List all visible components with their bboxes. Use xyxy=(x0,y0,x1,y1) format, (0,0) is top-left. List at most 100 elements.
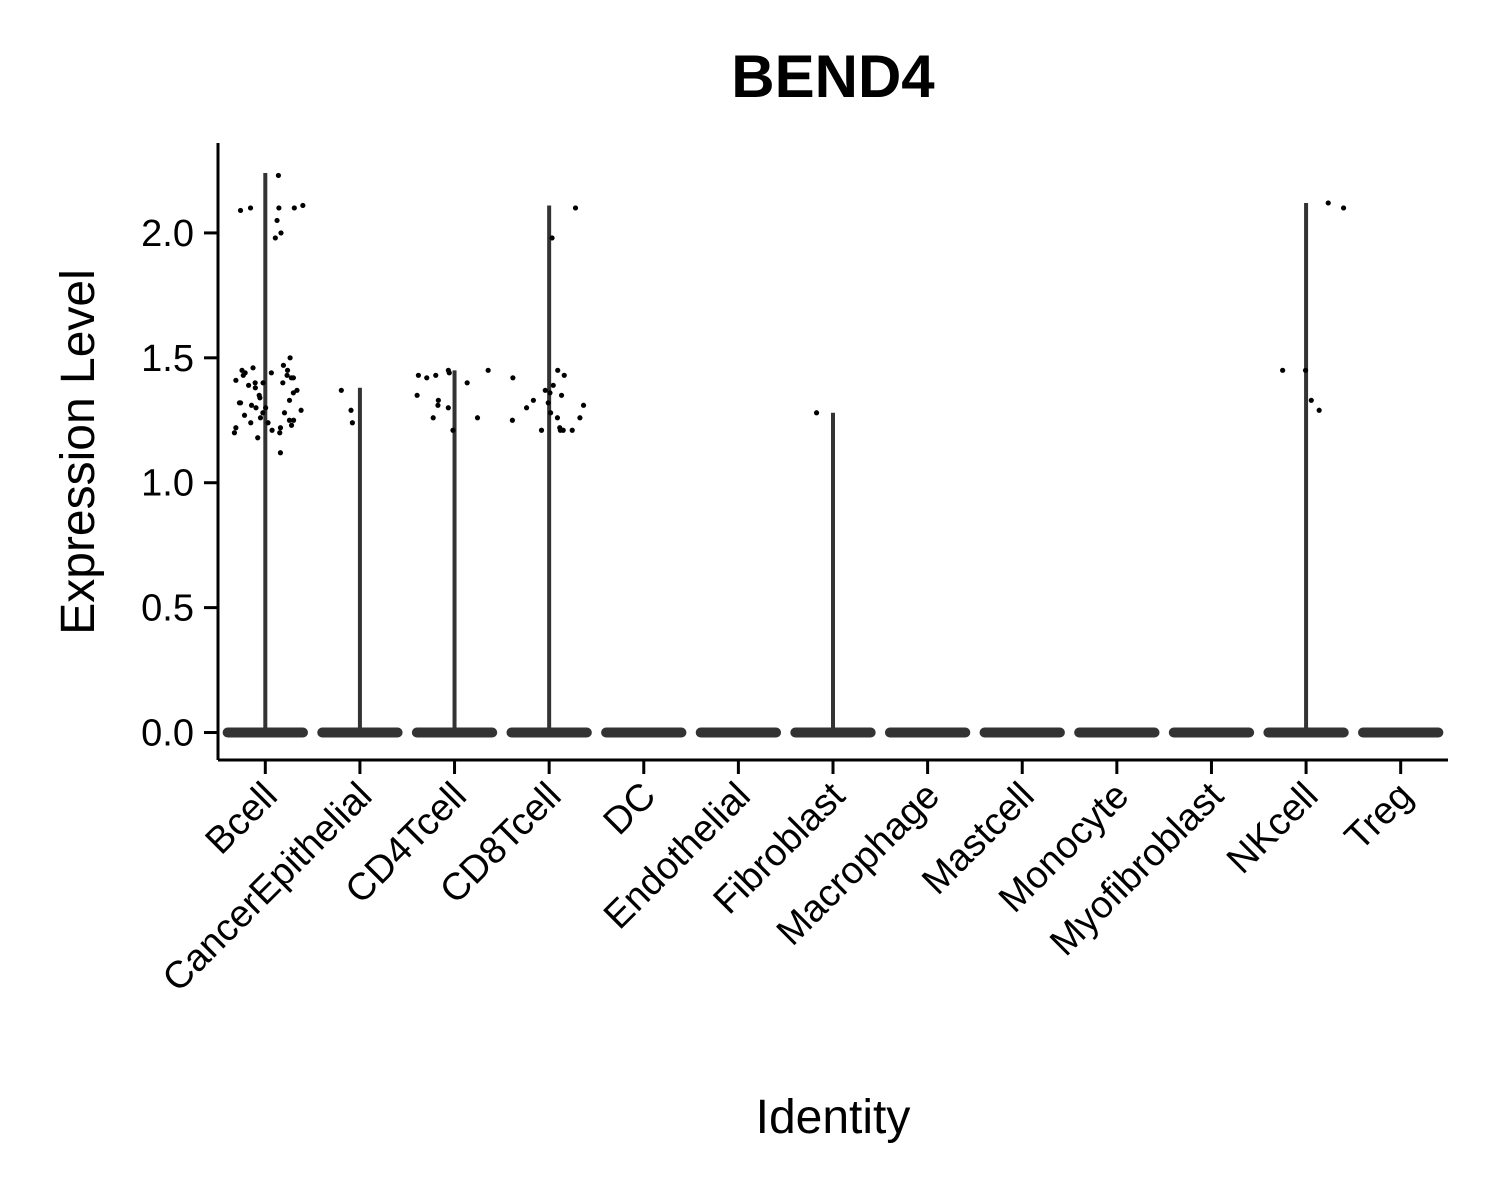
data-point xyxy=(263,405,269,411)
data-point xyxy=(509,417,515,423)
data-point xyxy=(569,427,575,433)
data-point xyxy=(246,382,252,388)
data-point xyxy=(252,385,258,391)
data-point xyxy=(287,355,293,361)
violin-base-endothelial xyxy=(695,727,782,738)
data-point xyxy=(248,402,255,408)
data-point xyxy=(236,400,243,406)
data-point xyxy=(280,362,287,368)
data-point xyxy=(549,235,555,241)
x-tick-label-bcell: Bcell xyxy=(198,775,286,863)
data-point xyxy=(269,427,275,433)
data-point xyxy=(485,367,491,373)
data-point xyxy=(277,425,284,431)
data-point xyxy=(268,370,274,376)
data-point xyxy=(278,230,284,236)
violin-base-treg xyxy=(1358,727,1444,738)
x-tick-label-dc: DC xyxy=(596,775,665,844)
data-point xyxy=(286,417,293,423)
data-point xyxy=(280,380,286,386)
data-point xyxy=(231,430,238,436)
data-point xyxy=(257,395,263,401)
violin-base-dc xyxy=(601,727,687,738)
data-point xyxy=(424,375,430,381)
data-point xyxy=(272,235,278,241)
data-point xyxy=(474,415,481,421)
data-point xyxy=(548,410,554,416)
data-point xyxy=(294,387,300,393)
data-point xyxy=(1316,407,1322,413)
data-point xyxy=(250,365,256,371)
jitter-points xyxy=(231,172,1347,456)
data-point xyxy=(446,370,452,376)
y-tick-label: 0.0 xyxy=(141,713,194,755)
data-point xyxy=(415,372,422,378)
data-point xyxy=(349,420,355,426)
data-point xyxy=(275,172,282,179)
data-point xyxy=(1325,200,1331,206)
data-point xyxy=(290,390,296,396)
data-point xyxy=(435,402,441,408)
violin-base-mastcell xyxy=(979,727,1065,738)
data-point xyxy=(542,387,548,393)
data-point xyxy=(248,420,254,426)
data-point xyxy=(265,420,271,426)
data-point xyxy=(241,412,248,418)
x-tick-label-nkcell: NKcell xyxy=(1219,775,1326,882)
data-point xyxy=(260,380,266,386)
data-point xyxy=(1308,397,1314,403)
data-point xyxy=(558,392,565,398)
data-point xyxy=(290,417,297,423)
data-point xyxy=(240,372,246,378)
y-axis: 0.0 0.5 1.0 1.5 2.0 xyxy=(141,143,220,760)
data-point xyxy=(580,402,587,408)
data-point xyxy=(233,377,239,383)
data-point xyxy=(450,427,456,433)
data-point xyxy=(577,415,583,421)
x-tick-label-treg: Treg xyxy=(1337,775,1421,859)
data-point xyxy=(237,207,244,214)
data-point xyxy=(253,405,259,411)
data-point xyxy=(284,367,291,373)
violins xyxy=(222,172,1444,738)
data-point xyxy=(813,410,820,416)
data-point xyxy=(276,205,282,211)
data-point xyxy=(284,372,290,378)
data-point xyxy=(554,415,561,421)
data-point xyxy=(435,397,441,403)
data-point xyxy=(1280,367,1286,373)
data-point xyxy=(1340,205,1347,211)
y-tick-label: 2.0 xyxy=(141,213,194,255)
data-point xyxy=(298,407,304,413)
y-tick-label: 0.5 xyxy=(141,588,194,630)
data-point xyxy=(277,430,283,436)
data-point xyxy=(260,410,266,416)
data-point xyxy=(560,427,566,433)
data-point xyxy=(433,372,439,378)
data-point xyxy=(572,205,579,211)
data-point xyxy=(300,202,306,209)
data-point xyxy=(561,372,567,378)
data-point xyxy=(348,407,354,413)
x-axis-title: Identity xyxy=(756,1091,911,1144)
data-point xyxy=(545,400,551,406)
data-point xyxy=(523,405,530,411)
data-point xyxy=(338,387,344,393)
data-point xyxy=(291,205,297,211)
data-point xyxy=(530,397,536,403)
violin-base-monocyte xyxy=(1074,727,1160,738)
data-point xyxy=(255,435,261,441)
data-point xyxy=(257,415,264,421)
data-point xyxy=(555,367,561,373)
data-point xyxy=(274,217,280,224)
data-point xyxy=(252,380,258,386)
chart-title: BEND4 xyxy=(731,43,935,110)
data-point xyxy=(510,375,516,381)
data-point xyxy=(464,380,470,386)
data-point xyxy=(538,427,545,433)
data-point xyxy=(288,422,295,428)
data-point xyxy=(414,392,420,398)
data-point xyxy=(1302,367,1309,373)
